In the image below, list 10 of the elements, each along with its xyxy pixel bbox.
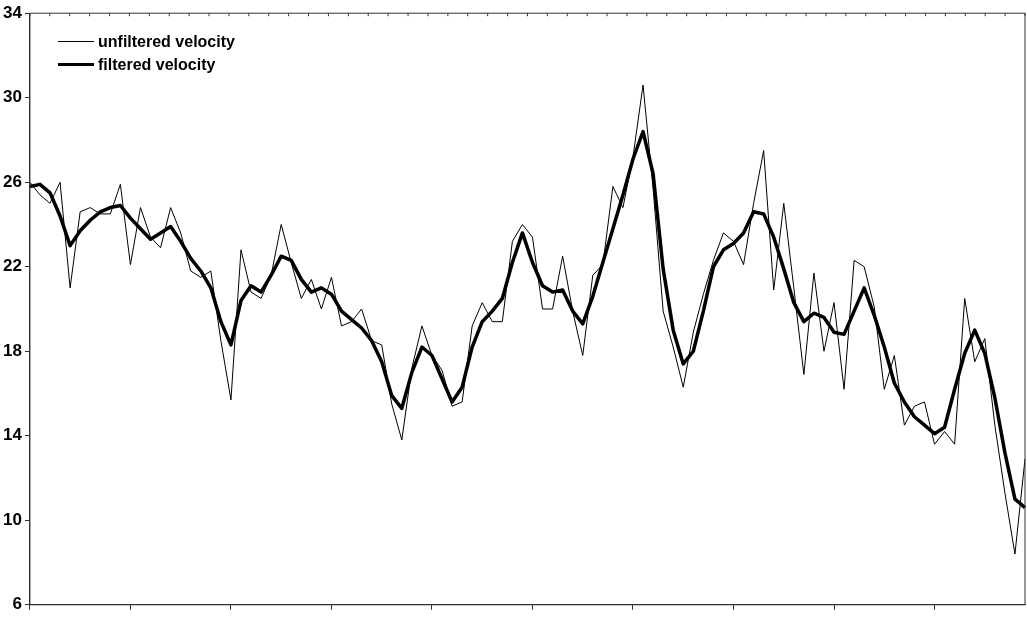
y-tick-label: 34 — [2, 2, 23, 22]
y-tick-label: 18 — [2, 340, 22, 360]
y-tick-label: 30 — [2, 87, 22, 107]
y-tick-label: 10 — [2, 509, 22, 529]
y-tick-label: 22 — [2, 256, 22, 276]
legend-label: unfiltered velocity — [98, 32, 235, 52]
y-tick-label: 6 — [12, 594, 22, 614]
y-tick-label: 14 — [2, 425, 23, 445]
y-tick-label: 26 — [2, 171, 22, 191]
legend-label: filtered velocity — [98, 55, 216, 75]
